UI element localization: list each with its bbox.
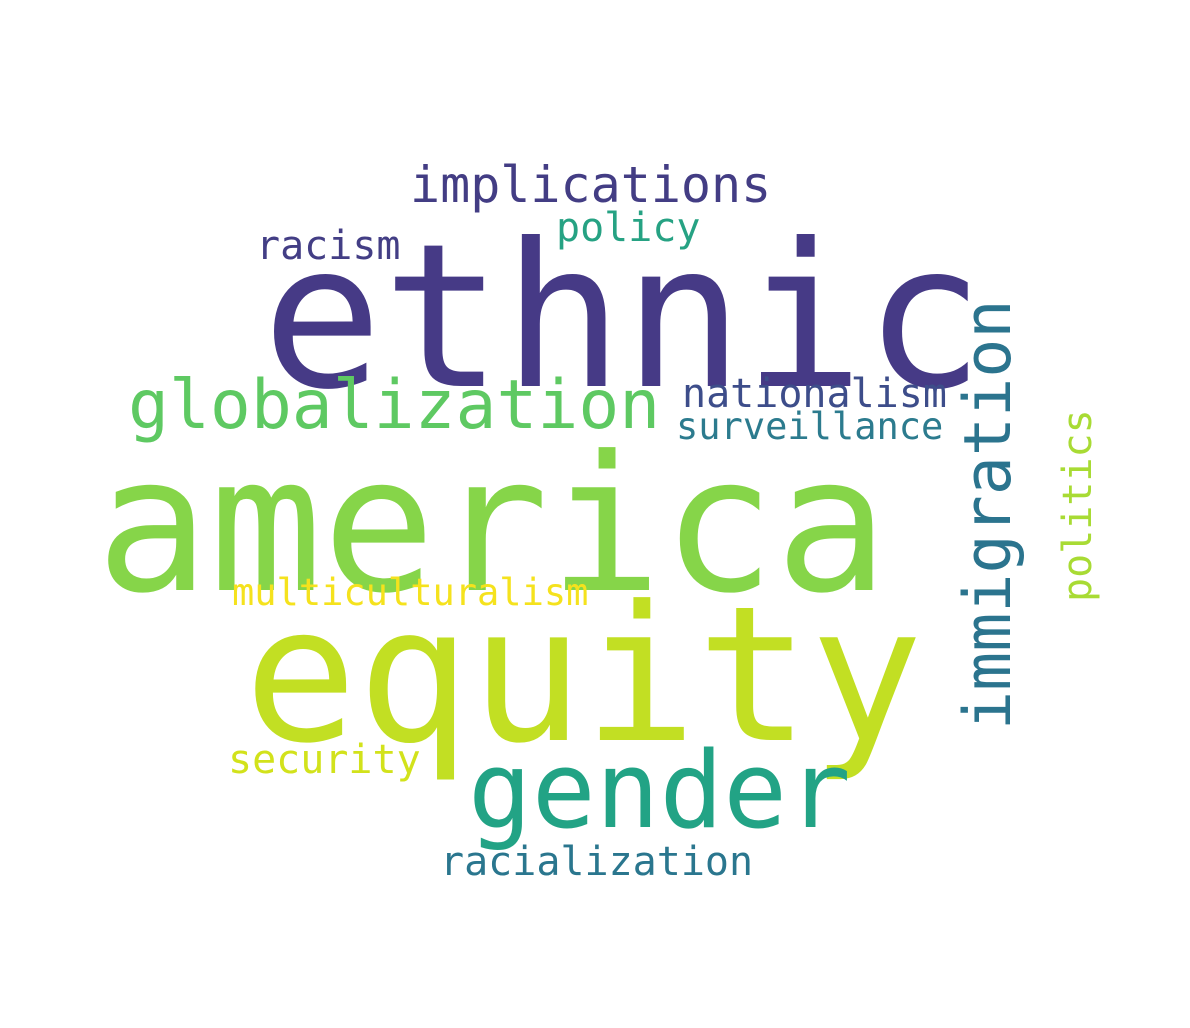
- word-implications: implications: [410, 156, 772, 214]
- word-equity: equity: [244, 566, 924, 785]
- word-globalization: globalization: [128, 366, 661, 445]
- word-multiculturalism: multiculturalism: [232, 571, 589, 614]
- word-nationalism: nationalism: [682, 371, 947, 417]
- word-ethnic: ethnic: [262, 201, 985, 434]
- word-racialization: racialization: [440, 839, 754, 885]
- word-policy: policy: [556, 205, 701, 251]
- word-security: security: [228, 737, 421, 783]
- word-politics: politics: [1055, 409, 1101, 602]
- word-racism: racism: [256, 223, 401, 269]
- word-immigration: immigration: [951, 299, 1026, 730]
- word-gender: gender: [468, 729, 851, 852]
- word-surveillance: surveillance: [676, 405, 944, 448]
- word-america: america: [96, 416, 889, 635]
